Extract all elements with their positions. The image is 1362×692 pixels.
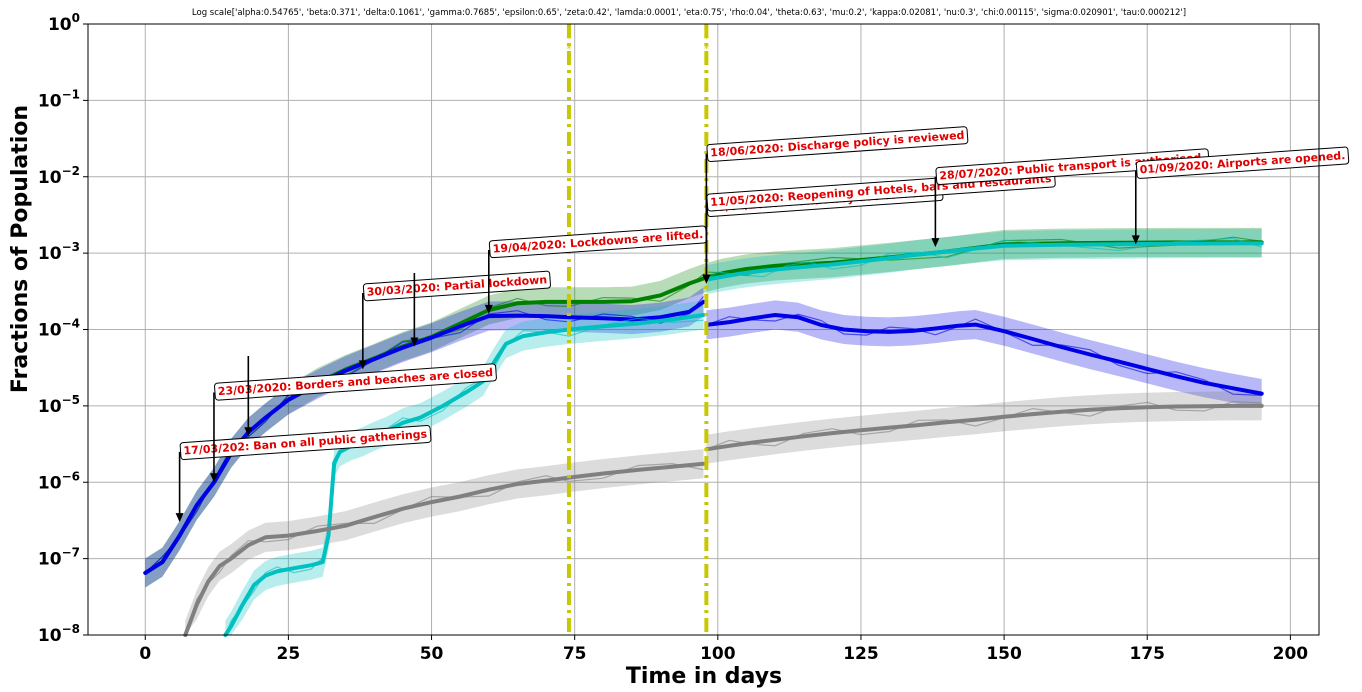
vline-marker: * bbox=[704, 24, 709, 35]
annotation-box bbox=[362, 270, 551, 302]
y-tick-label: 10−4 bbox=[38, 317, 80, 341]
annotation-arrowhead bbox=[244, 427, 253, 437]
x-tick-label: 75 bbox=[563, 644, 587, 664]
vline-marker: * bbox=[566, 24, 571, 35]
y-tick-label: 10−7 bbox=[38, 546, 80, 570]
series-line-1 bbox=[143, 299, 706, 575]
series-line-2 bbox=[704, 313, 1264, 396]
series-line-6 bbox=[704, 403, 1264, 452]
chart-title: Log scale['alpha:0.54765', 'beta:0.371',… bbox=[192, 8, 1186, 18]
x-tick-label: 175 bbox=[1129, 644, 1165, 664]
y-tick-label: 100 bbox=[48, 11, 80, 35]
annotation-box bbox=[179, 425, 432, 461]
x-tick-label: 50 bbox=[420, 644, 444, 664]
annotation-arrowhead bbox=[1131, 235, 1140, 245]
x-tick-label: 0 bbox=[139, 644, 151, 664]
annotation-box bbox=[214, 363, 497, 401]
x-axis-title: Time in days bbox=[626, 664, 782, 689]
annotation-box bbox=[1135, 146, 1350, 179]
annotation-arrowhead bbox=[209, 473, 218, 483]
vline-marker: * bbox=[566, 54, 571, 65]
x-tick-label: 25 bbox=[277, 644, 301, 664]
y-tick-label: 10−1 bbox=[38, 87, 80, 111]
series-line-5 bbox=[183, 461, 706, 637]
x-tick-label: 100 bbox=[700, 644, 736, 664]
series-band-2 bbox=[706, 300, 1262, 409]
x-tick-label: 150 bbox=[986, 644, 1022, 664]
series-band-3 bbox=[225, 300, 704, 635]
annotation-arrowhead bbox=[358, 360, 367, 370]
y-tick-label: 10−2 bbox=[38, 164, 80, 188]
annotation-arrowhead bbox=[410, 337, 419, 347]
ticks: 0 25 50 75 100 125 150 175 200 100 10−1 10−2 10−3 10−… bbox=[38, 11, 1308, 664]
y-tick-label: 10−5 bbox=[38, 393, 80, 417]
vline-marker: * bbox=[704, 44, 709, 55]
vline-marker: * bbox=[704, 54, 709, 65]
series-line-4 bbox=[704, 241, 1264, 282]
x-tick-label: 125 bbox=[843, 644, 879, 664]
annotation-arrowhead bbox=[931, 238, 940, 248]
series-realisation-4 bbox=[706, 237, 1262, 281]
x-tick-label: 200 bbox=[1273, 644, 1309, 664]
annotation-arrowhead bbox=[702, 274, 711, 284]
y-tick-label: 10−6 bbox=[38, 469, 80, 493]
annotation-arrowhead bbox=[175, 513, 184, 523]
vline-marker: * bbox=[704, 34, 709, 45]
vline-marker: * bbox=[566, 44, 571, 55]
y-tick-label: 10−3 bbox=[38, 240, 80, 264]
intervention-lines: ******** bbox=[566, 24, 709, 635]
annotation-box bbox=[706, 126, 969, 162]
annotation-arrowhead bbox=[484, 304, 493, 314]
vline-marker: * bbox=[566, 34, 571, 45]
series-layer bbox=[143, 236, 1264, 637]
y-tick-label: 10−8 bbox=[38, 622, 80, 646]
y-axis-title: Fractions of Population bbox=[8, 105, 33, 393]
